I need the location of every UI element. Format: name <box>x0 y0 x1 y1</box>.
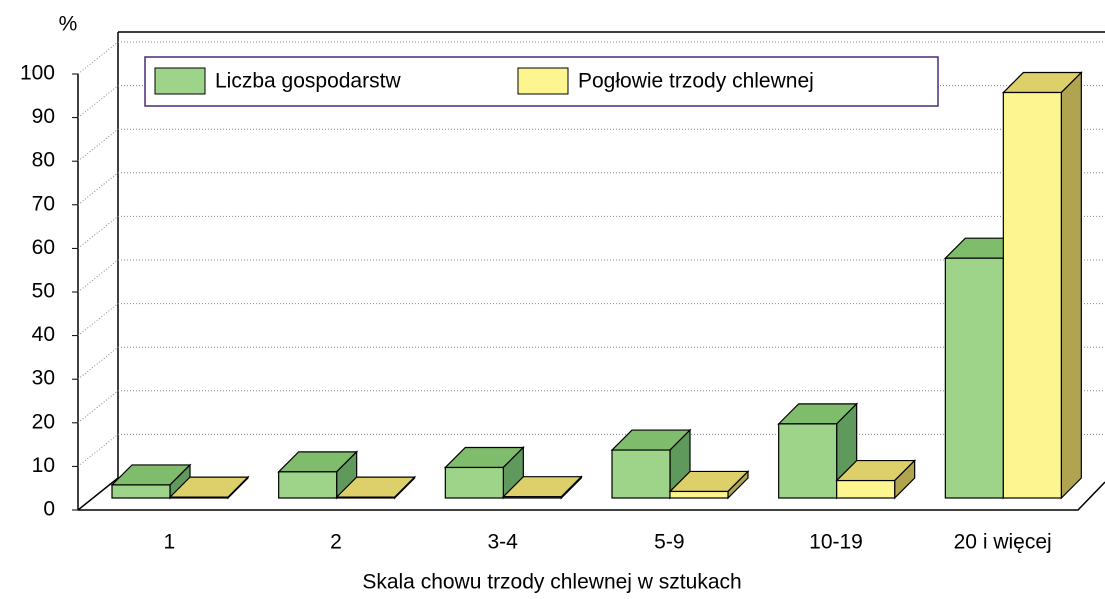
x-tick-label: 1 <box>163 531 175 554</box>
legend-swatch <box>517 67 569 95</box>
grid-line <box>77 346 119 380</box>
y-tick-label: 10 <box>32 454 55 477</box>
y-tick-label: 50 <box>32 280 55 303</box>
grid-line <box>77 41 119 75</box>
bar <box>443 446 525 500</box>
x-tick-label: 2 <box>330 531 342 554</box>
bar <box>335 475 417 500</box>
y-tick-label: 0 <box>43 498 55 521</box>
bar-side <box>1060 71 1082 500</box>
bar <box>668 470 750 500</box>
back-wall <box>77 32 119 511</box>
bar-front <box>611 449 671 499</box>
legend-label: Pogłowie trzody chlewnej <box>578 70 814 93</box>
y-tick-label: 20 <box>32 410 55 433</box>
bar <box>835 459 917 500</box>
bar-front <box>778 423 838 499</box>
legend-label: Liczba gospodarstw <box>215 70 401 93</box>
bar-front <box>502 496 562 499</box>
grid-line <box>77 128 119 162</box>
y-tick-label: 100 <box>20 62 55 85</box>
grid-line <box>77 390 119 424</box>
y-tick-label: 60 <box>32 236 55 259</box>
y-tick-label: 40 <box>32 323 55 346</box>
x-tick-label: 3-4 <box>487 531 518 554</box>
bar-front <box>278 471 338 499</box>
bar-front <box>111 484 171 499</box>
bar <box>277 450 359 500</box>
grid-line <box>77 303 119 336</box>
bar-front <box>944 257 1004 499</box>
legend: Liczba gospodarstw Pogłowie trzody chlewn… <box>144 56 939 107</box>
x-tick-label: 5-9 <box>654 531 684 554</box>
bar-front <box>444 466 504 499</box>
grid-line <box>77 434 119 467</box>
grid-line <box>77 85 119 118</box>
bar-front <box>336 496 396 499</box>
bar-front <box>169 496 229 499</box>
bar <box>1001 71 1083 500</box>
grid-line <box>77 172 119 206</box>
bar <box>168 475 250 500</box>
floor <box>78 481 1105 511</box>
bar-front <box>669 490 729 499</box>
bar <box>110 463 192 500</box>
grid-line <box>77 259 119 293</box>
x-tick-label: 10-19 <box>809 531 863 554</box>
y-tick-label: 70 <box>32 192 55 215</box>
legend-swatch <box>154 67 206 95</box>
y-tick-label: 80 <box>32 149 55 172</box>
bar-front <box>836 479 896 499</box>
y-tick-label: 90 <box>32 105 55 128</box>
x-axis-title: Skala chowu trzody chlewnej w sztukach <box>362 571 741 594</box>
x-tick-label: 20 i więcej <box>954 531 1052 554</box>
grid-line <box>77 216 119 249</box>
bar <box>501 475 583 500</box>
y-unit-label: % <box>59 13 78 36</box>
bar-front <box>1002 91 1062 499</box>
y-tick-label: 30 <box>32 367 55 390</box>
